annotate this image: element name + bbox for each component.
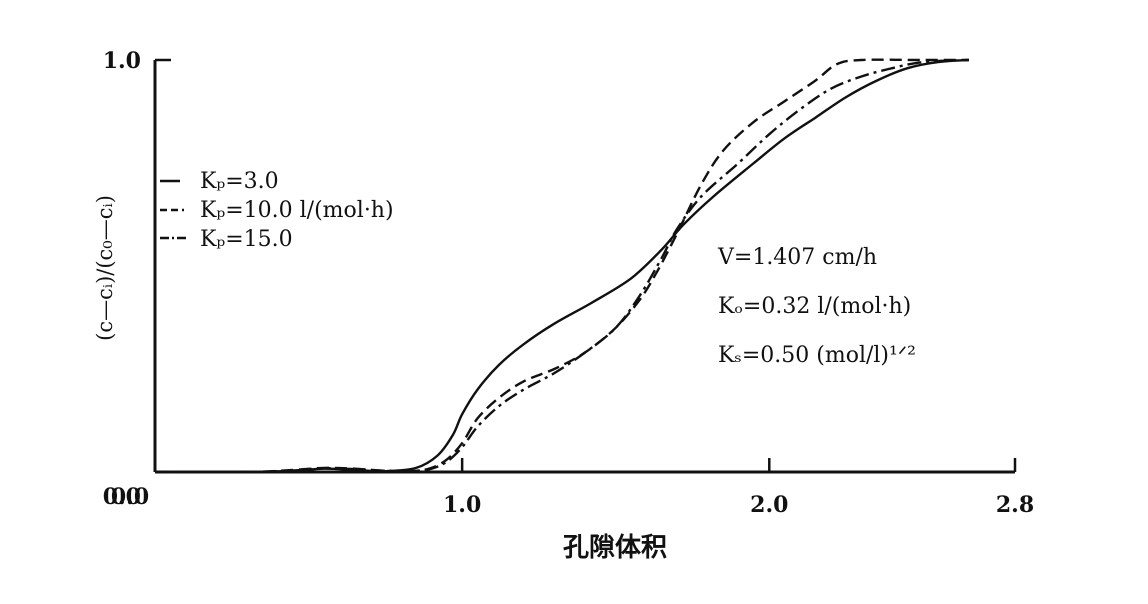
- annotation-ks: Kₛ=0.50 (mol/l)¹ᐟ²: [718, 343, 916, 368]
- x-origin-tick-label: 0.0: [111, 484, 149, 510]
- legend-label-kp-15: Kₚ=15.0: [200, 227, 293, 252]
- x-tick-label-0: 1.0: [443, 492, 481, 518]
- chart-series: [154, 58, 969, 474]
- series-line-2: [154, 58, 969, 474]
- legend-label-kp-10: Kₚ=10.0 l/(mol·h): [200, 198, 394, 223]
- legend-label-kp-3: Kₚ=3.0: [200, 169, 279, 194]
- x-tick-label-1: 2.0: [750, 492, 788, 518]
- x-tick-label-2: 2.8: [996, 492, 1034, 518]
- y-tick-label-1: 1.0: [103, 48, 141, 74]
- annotation-velocity: V=1.407 cm/h: [717, 245, 877, 270]
- legend: Kₚ=3.0 Kₚ=10.0 l/(mol·h) Kₚ=15.0: [160, 169, 394, 252]
- parameter-annotations: V=1.407 cm/h Kₒ=0.32 l/(mol·h) Kₛ=0.50 (…: [717, 245, 916, 368]
- chart-axes: 1.0 2.0 2.8 0.0 1.0: [103, 48, 1034, 518]
- y-axis-label: (c—cᵢ)/(c₀—cᵢ): [93, 195, 117, 341]
- y-tick-label-0: 0.0: [103, 484, 141, 510]
- x-axis-label: 孔隙体积: [563, 533, 667, 563]
- annotation-kd: Kₒ=0.32 l/(mol·h): [718, 294, 911, 319]
